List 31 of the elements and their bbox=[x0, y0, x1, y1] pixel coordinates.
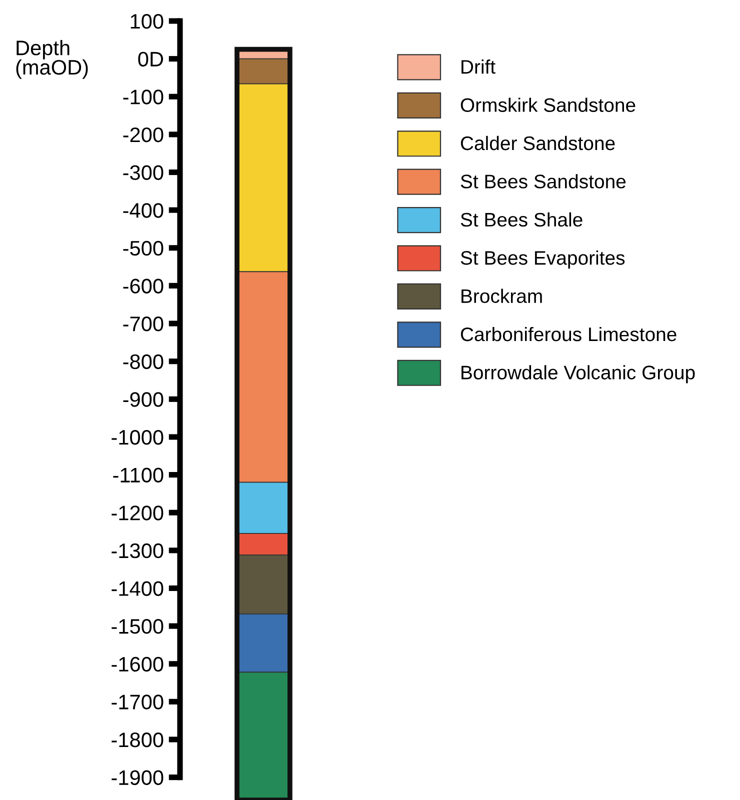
legend-label: St Bees Evaporites bbox=[460, 250, 625, 269]
y-tick-label: -400 bbox=[123, 203, 164, 218]
y-tick-label: -1700 bbox=[112, 694, 164, 710]
y-tick-label: -300 bbox=[123, 165, 164, 180]
y-tick-label: -1800 bbox=[112, 732, 164, 748]
legend-label: Borrowdale Volcanic Group bbox=[462, 365, 695, 384]
legend-label: St Bees Sandstone bbox=[460, 174, 626, 188]
y-axis-title: Depth (maOD) bbox=[16, 40, 88, 79]
y-tick-label: -1000 bbox=[112, 430, 164, 445]
legend-label: Ormskirk Sandstone bbox=[460, 98, 636, 112]
y-tick-label: -1200 bbox=[112, 506, 164, 520]
legend-label: Calder Sandstone bbox=[460, 136, 615, 150]
y-tick-label: -700 bbox=[123, 316, 164, 332]
y-tick-label: -1600 bbox=[112, 656, 164, 672]
y-tick-label: -1400 bbox=[112, 581, 164, 596]
y-tick-label: -900 bbox=[123, 392, 164, 407]
y-tick-label: 0D bbox=[138, 52, 164, 67]
legend-label: Drift bbox=[462, 59, 496, 74]
y-tick-label: -1100 bbox=[113, 468, 164, 483]
legend-label: Carboniferous Limestone bbox=[460, 326, 676, 342]
y-tick-label: -1300 bbox=[112, 543, 164, 558]
y-tick-label: -1900 bbox=[112, 770, 164, 786]
y-tick-label: -100 bbox=[123, 90, 164, 104]
y-tick-label: -500 bbox=[123, 240, 164, 256]
legend-label: St Bees Shale bbox=[460, 212, 582, 227]
y-tick-label: 100 bbox=[130, 14, 164, 29]
legend-label: Brockram bbox=[462, 288, 542, 304]
y-tick-label: -1500 bbox=[112, 619, 164, 634]
y-tick-label: -800 bbox=[123, 354, 164, 370]
y-tick-label: -200 bbox=[123, 127, 164, 142]
y-tick-label: -600 bbox=[123, 278, 164, 294]
